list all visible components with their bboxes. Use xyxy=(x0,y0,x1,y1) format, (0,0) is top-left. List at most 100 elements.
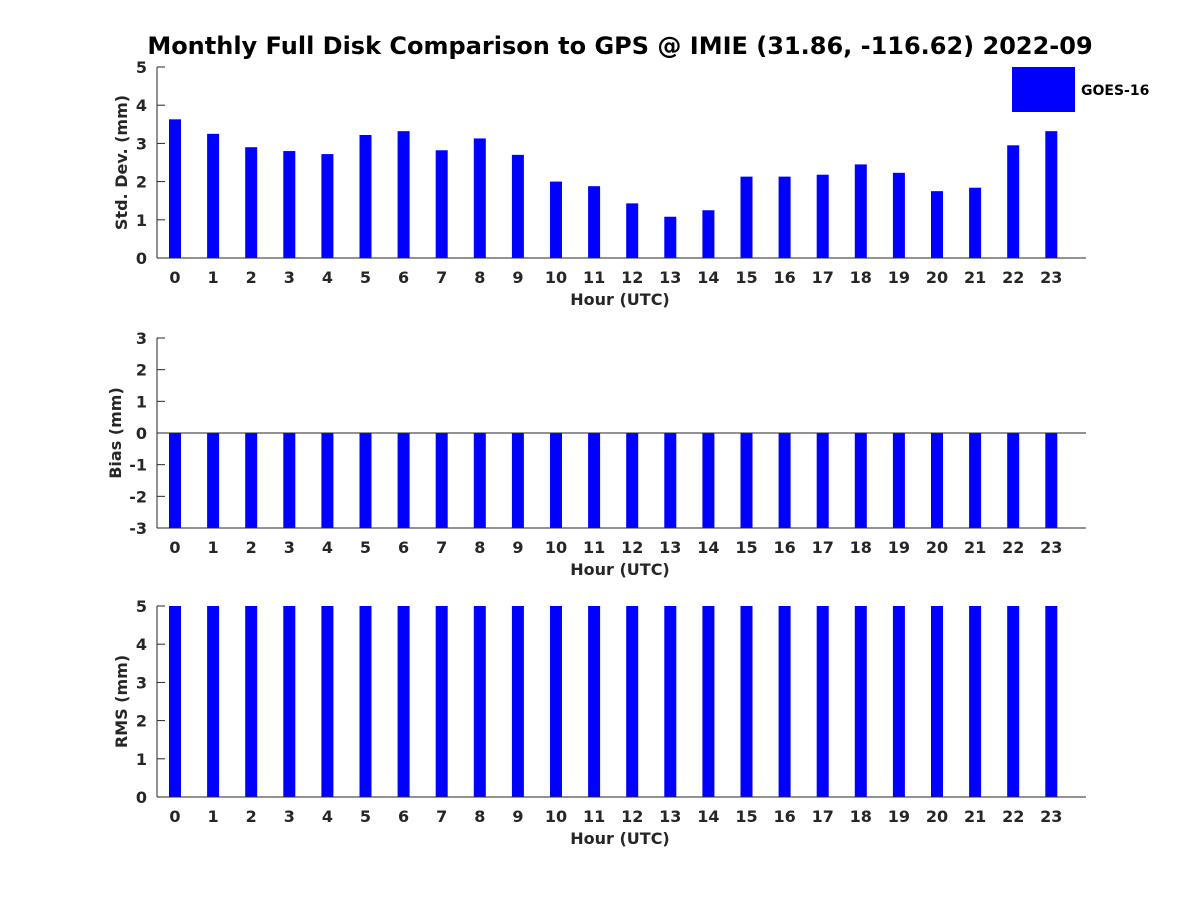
bias-bar xyxy=(854,433,867,528)
std-dev-x-tick-label: 4 xyxy=(322,268,333,287)
std-dev-x-tick-label: 6 xyxy=(398,268,409,287)
legend: GOES-16 xyxy=(1012,67,1149,112)
rms-x-tick-label: 17 xyxy=(812,807,834,826)
rms-x-tick-label: 21 xyxy=(964,807,986,826)
rms-bar xyxy=(321,606,334,797)
std-dev-x-tick-label: 15 xyxy=(735,268,757,287)
bias-y-tick-label: -3 xyxy=(129,519,147,538)
std-dev-bar xyxy=(550,181,562,258)
bias-x-tick-label: 22 xyxy=(1002,538,1024,557)
bias-bar xyxy=(588,433,601,528)
rms-bar xyxy=(854,606,867,797)
bias-x-tick-label: 20 xyxy=(926,538,948,557)
std-dev-y-tick-label: 2 xyxy=(136,173,147,192)
std-dev-bar xyxy=(664,216,677,258)
bias-y-axis-label: Bias (mm) xyxy=(106,387,125,479)
rms-x-tick-label: 20 xyxy=(926,807,948,826)
bias-bar xyxy=(664,433,677,528)
bias-bar xyxy=(778,433,791,528)
std-dev-x-tick-label: 13 xyxy=(659,268,681,287)
bias-y-tick-label: -2 xyxy=(129,487,147,506)
rms-x-tick-label: 14 xyxy=(697,807,719,826)
bias-bar xyxy=(245,433,258,528)
bias-bar xyxy=(511,433,524,528)
std-dev-x-tick-label: 11 xyxy=(583,268,605,287)
std-dev-x-tick-label: 18 xyxy=(850,268,872,287)
bias-bar xyxy=(702,433,715,528)
bias-bar xyxy=(816,433,829,528)
std-dev-x-tick-label: 8 xyxy=(474,268,485,287)
legend-label: GOES-16 xyxy=(1081,83,1149,99)
rms-y-axis-label: RMS (mm) xyxy=(112,655,131,748)
rms-bar xyxy=(169,606,181,797)
bias-bar xyxy=(1007,433,1020,528)
std-dev-bar xyxy=(931,191,943,258)
rms-bar xyxy=(816,606,829,797)
std-dev-y-tick-label: 3 xyxy=(136,134,147,153)
std-dev-x-tick-label: 0 xyxy=(169,268,180,287)
std-dev-x-tick-label: 9 xyxy=(512,268,523,287)
rms-bar xyxy=(702,606,715,797)
std-dev-bar xyxy=(473,138,486,258)
bias-bar xyxy=(359,433,372,528)
rms-x-tick-label: 8 xyxy=(474,807,485,826)
rms-x-tick-label: 9 xyxy=(512,807,523,826)
std-dev-x-tick-label: 14 xyxy=(697,268,719,287)
bias-bar xyxy=(207,433,220,528)
rms-x-tick-label: 4 xyxy=(322,807,333,826)
bias-x-tick-label: 11 xyxy=(583,538,605,557)
std-dev-bar xyxy=(740,176,753,258)
std-dev-x-axis-label: Hour (UTC) xyxy=(570,290,670,309)
std-dev-bar xyxy=(626,203,639,258)
rms-bar xyxy=(435,606,448,797)
bias-x-tick-label: 5 xyxy=(360,538,371,557)
rms-x-tick-label: 2 xyxy=(246,807,257,826)
bias-x-tick-label: 16 xyxy=(773,538,795,557)
rms-x-tick-label: 16 xyxy=(773,807,795,826)
std-dev-bar xyxy=(207,133,220,258)
std-dev-y-axis-label: Std. Dev. (mm) xyxy=(112,95,131,230)
rms-x-tick-label: 11 xyxy=(583,807,605,826)
bias-x-tick-label: 2 xyxy=(246,538,257,557)
std-dev-x-tick-label: 20 xyxy=(926,268,948,287)
std-dev-bar xyxy=(1045,131,1058,258)
std-dev-x-tick-label: 21 xyxy=(964,268,986,287)
bias-bar xyxy=(550,433,562,528)
std-dev-bar xyxy=(1007,145,1020,258)
bias-bar xyxy=(892,433,905,528)
std-dev-bar xyxy=(511,154,524,258)
rms-x-tick-label: 15 xyxy=(735,807,757,826)
bias-bar xyxy=(321,433,334,528)
std-dev-bar xyxy=(969,187,982,258)
rms-y-tick-label: 1 xyxy=(136,750,147,769)
bias-bar xyxy=(397,433,410,528)
std-dev-x-tick-label: 5 xyxy=(360,268,371,287)
bias-bar xyxy=(740,433,753,528)
bias-x-axis-label: Hour (UTC) xyxy=(570,560,670,579)
rms-x-tick-label: 13 xyxy=(659,807,681,826)
std-dev-x-tick-label: 3 xyxy=(284,268,295,287)
bias-bar xyxy=(931,433,943,528)
bias-bar xyxy=(626,433,639,528)
std-dev-bar xyxy=(854,164,867,258)
rms-x-tick-label: 23 xyxy=(1040,807,1062,826)
rms-bar xyxy=(892,606,905,797)
bias-x-tick-label: 13 xyxy=(659,538,681,557)
bias-x-tick-label: 21 xyxy=(964,538,986,557)
std-dev-x-tick-label: 17 xyxy=(812,268,834,287)
std-dev-bar xyxy=(816,174,829,258)
bias-x-tick-label: 0 xyxy=(169,538,180,557)
std-dev-bar xyxy=(321,154,334,258)
rms-x-tick-label: 19 xyxy=(888,807,910,826)
std-dev-bar xyxy=(435,150,448,258)
bias-y-tick-label: 0 xyxy=(136,424,147,443)
rms-x-tick-label: 5 xyxy=(360,807,371,826)
bias-x-tick-label: 10 xyxy=(545,538,567,557)
bias-x-tick-label: 18 xyxy=(850,538,872,557)
rms-bar xyxy=(1007,606,1020,797)
bias-bar xyxy=(473,433,486,528)
bias-x-tick-label: 8 xyxy=(474,538,485,557)
rms-bar xyxy=(931,606,943,797)
